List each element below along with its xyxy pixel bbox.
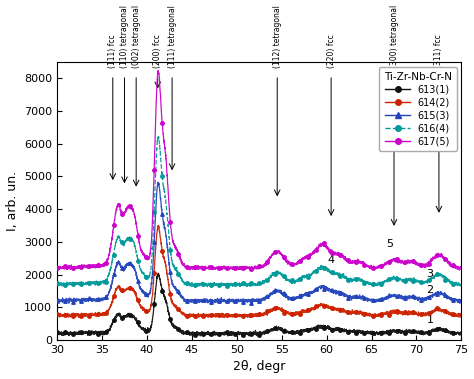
Text: (220) fcc: (220) fcc <box>327 35 336 69</box>
Text: (311) fcc: (311) fcc <box>435 35 443 69</box>
Text: (200) fcc: (200) fcc <box>153 34 162 69</box>
Text: 5: 5 <box>386 238 393 249</box>
X-axis label: 2θ, degr: 2θ, degr <box>233 360 285 373</box>
Text: (002) tetragonal: (002) tetragonal <box>132 5 141 69</box>
Text: (111) fcc: (111) fcc <box>108 35 117 69</box>
Text: 2: 2 <box>427 285 434 295</box>
Text: (110) tetragonal: (110) tetragonal <box>120 5 129 69</box>
Text: (112) tetragonal: (112) tetragonal <box>273 6 282 69</box>
Y-axis label: I, arb. un.: I, arb. un. <box>6 171 18 231</box>
Text: (111) tetragonal: (111) tetragonal <box>168 6 177 69</box>
Text: 3: 3 <box>427 269 433 279</box>
Text: (300) tetragonal: (300) tetragonal <box>390 5 399 69</box>
Legend: 613(1), 614(2), 615(3), 616(4), 617(5): 613(1), 614(2), 615(3), 616(4), 617(5) <box>379 67 456 151</box>
Text: 4: 4 <box>328 255 335 265</box>
Text: 1: 1 <box>427 315 433 325</box>
